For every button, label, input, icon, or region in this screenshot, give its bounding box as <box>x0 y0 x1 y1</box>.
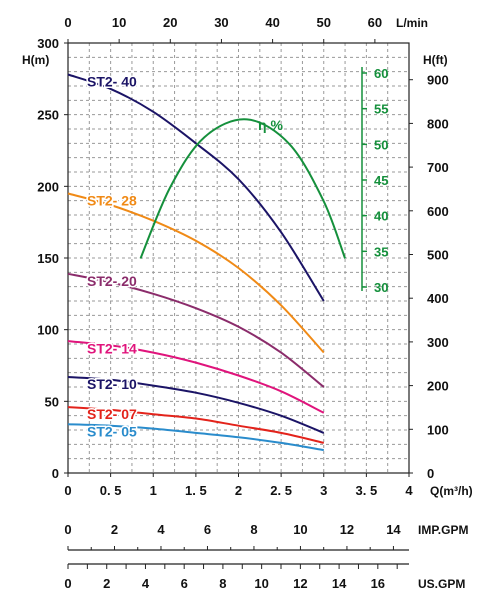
top-tick-label: 30 <box>214 15 228 30</box>
curve-st2-05 <box>67 423 324 452</box>
x-tick-label: 0 <box>64 483 71 498</box>
grid <box>68 43 409 473</box>
x-tick-label: 4 <box>405 483 413 498</box>
imp-gpm-tick-label: 10 <box>293 522 307 537</box>
x-tick-label: 3. 5 <box>356 483 378 498</box>
curve-st2-28 <box>67 192 325 354</box>
y-axis-title: H(m) <box>22 53 49 67</box>
top-tick-label: 0 <box>64 15 71 30</box>
x-tick-label: 0. 5 <box>100 483 122 498</box>
us-gpm-tick-label: 2 <box>103 576 110 591</box>
right-tick-label: 400 <box>427 291 449 306</box>
efficiency-axis: 30 35 40 45 50 55 60 η % <box>139 66 388 295</box>
efficiency-curve <box>139 118 347 259</box>
curve-st2-40 <box>67 73 325 302</box>
us-gpm-tick-label: 6 <box>181 576 188 591</box>
x-tick-label: 1 <box>150 483 157 498</box>
right-tick-label: 900 <box>427 73 449 88</box>
efficiency-tick-label: 45 <box>374 173 388 188</box>
top-tick-label: 50 <box>317 15 331 30</box>
imp-gpm-tick-label: 4 <box>157 522 165 537</box>
curve-st2-10 <box>67 376 325 434</box>
series-label: ST2- 07 <box>87 406 137 422</box>
imp-gpm-title: IMP.GPM <box>418 523 468 537</box>
axes: 0 0. 5 1 1. 5 2 2. 5 3 3. 5 4 Q(m³/h) 0 10 20 30 40 50 6… <box>22 15 473 498</box>
series-label: ST2- 20 <box>87 273 137 289</box>
efficiency-tick-label: 30 <box>374 280 388 295</box>
right-tick-label: 300 <box>427 335 449 350</box>
series-label: ST2- 40 <box>87 74 137 90</box>
right-tick-label: 600 <box>427 204 449 219</box>
us-gpm-tick-label: 8 <box>219 576 226 591</box>
efficiency-tick-label: 35 <box>374 244 388 259</box>
x-tick-label: 2. 5 <box>270 483 292 498</box>
top-tick-label: 60 <box>368 15 382 30</box>
us-gpm-title: US.GPM <box>418 577 465 591</box>
series-label: ST2- 05 <box>87 423 137 439</box>
y-tick-label: 100 <box>37 323 59 338</box>
x-tick-label: 1. 5 <box>185 483 207 498</box>
y-tick-label: 50 <box>45 394 59 409</box>
right-tick-label: 100 <box>427 422 449 437</box>
x-tick-label: 3 <box>320 483 327 498</box>
us-gpm-tick-label: 10 <box>254 576 268 591</box>
imp-gpm-tick-label: 6 <box>204 522 211 537</box>
right-tick-label: 200 <box>427 379 449 394</box>
right-axis-title: H(ft) <box>423 53 448 67</box>
efficiency-tick-label: 55 <box>374 102 388 117</box>
y-tick-label: 250 <box>37 108 59 123</box>
imp-gpm-tick-label: 8 <box>250 522 257 537</box>
efficiency-label: η % <box>258 117 283 133</box>
top-tick-label: 20 <box>163 15 177 30</box>
curve-st2-14 <box>67 340 325 414</box>
y-tick-label: 150 <box>37 251 59 266</box>
imp-gpm-tick-label: 0 <box>64 522 71 537</box>
efficiency-tick-label: 50 <box>374 137 388 152</box>
top-tick-label: 40 <box>265 15 279 30</box>
curve-st2-07 <box>67 406 325 444</box>
us-gpm-tick-label: 14 <box>332 576 347 591</box>
series-label: ST2- 14 <box>87 340 137 356</box>
y-tick-label: 300 <box>37 36 59 51</box>
right-tick-label: 0 <box>427 466 434 481</box>
efficiency-tick-label: 40 <box>374 209 388 224</box>
imp-gpm-tick-label: 2 <box>111 522 118 537</box>
y-tick-label: 200 <box>37 179 59 194</box>
series-label: ST2- 10 <box>87 376 137 392</box>
top-axis-title: L/min <box>396 16 428 30</box>
curves: ST2- 40 ST2- 28 ST2- 20 ST2- 14 ST2- 10 ST2- … <box>67 72 325 452</box>
gpm-scales: 0 2 4 6 8 10 12 14 IMP.GPM 0 2 4 6 8 10 12 14 16 US.GPM <box>64 522 468 591</box>
us-gpm-tick-label: 0 <box>64 576 71 591</box>
right-tick-label: 500 <box>427 248 449 263</box>
series-label: ST2- 28 <box>87 193 137 209</box>
us-gpm-tick-label: 12 <box>293 576 307 591</box>
y-tick-label: 0 <box>52 466 59 481</box>
us-gpm-tick-label: 16 <box>371 576 385 591</box>
right-tick-label: 800 <box>427 116 449 131</box>
right-tick-label: 700 <box>427 160 449 175</box>
imp-gpm-tick-label: 14 <box>386 522 401 537</box>
top-tick-label: 10 <box>112 15 126 30</box>
x-axis-title: Q(m³/h) <box>430 484 473 498</box>
imp-gpm-tick-label: 12 <box>340 522 354 537</box>
efficiency-tick-label: 60 <box>374 66 388 81</box>
curve-st2-20 <box>67 272 325 388</box>
us-gpm-tick-label: 4 <box>142 576 150 591</box>
x-tick-label: 2 <box>235 483 242 498</box>
